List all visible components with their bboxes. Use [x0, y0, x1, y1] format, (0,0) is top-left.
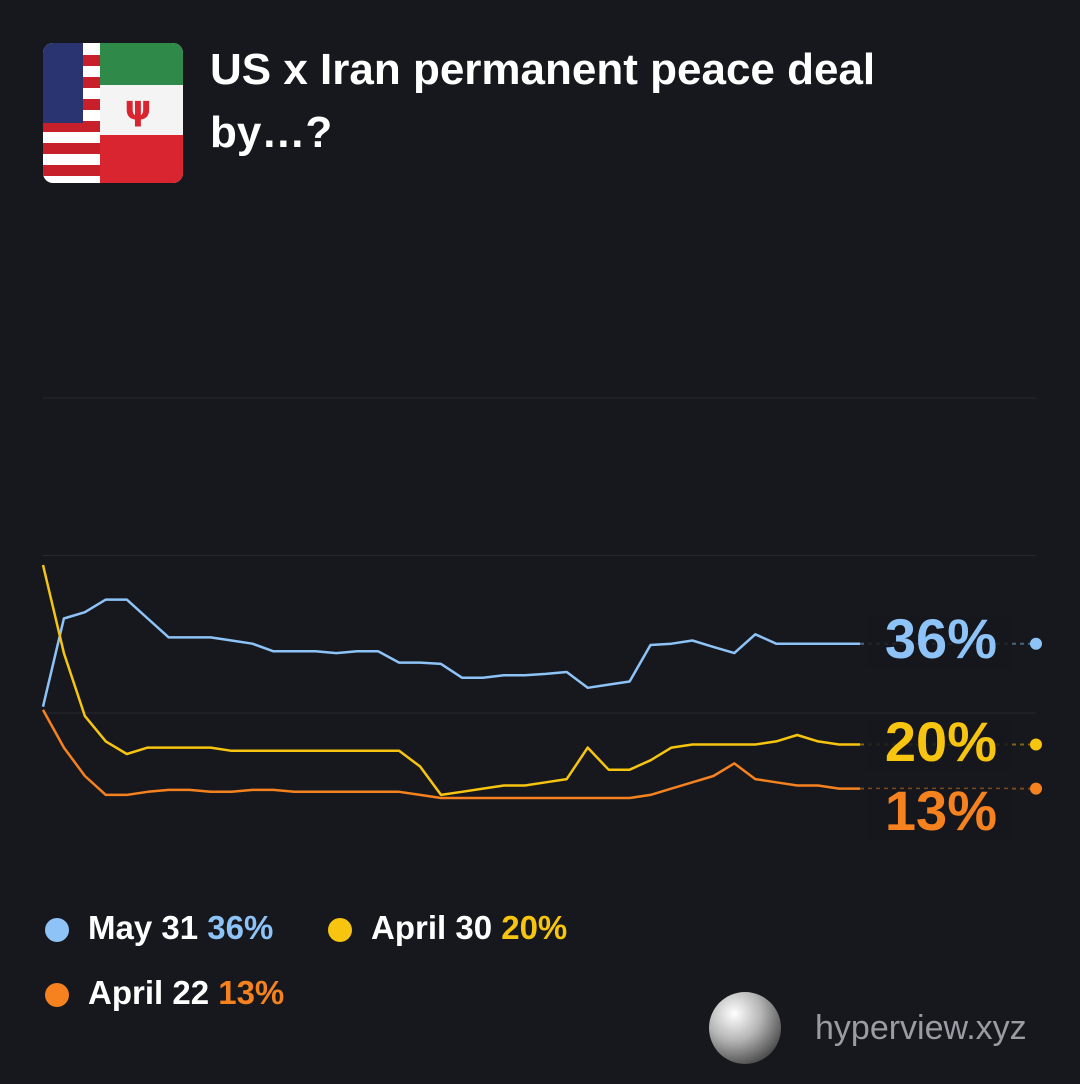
logo [709, 992, 781, 1064]
svg-text:ψ: ψ [125, 89, 152, 129]
title-line: US x Iran permanent peace deal [210, 45, 875, 94]
end-label: 20% [885, 710, 997, 773]
legend-name: April 22 [88, 974, 209, 1011]
end-label-bg [866, 789, 1012, 841]
end-dot [1030, 738, 1042, 751]
end-dot [1030, 782, 1042, 795]
chart-title: US x Iran permanent peace deal by…? [210, 45, 875, 157]
legend-value: 13% [218, 974, 284, 1011]
title-line: by…? [210, 108, 332, 157]
legend-marker [45, 918, 69, 942]
legend-name: April 30 [371, 909, 492, 946]
flag-icon: ψ [43, 43, 183, 183]
series-line [41, 564, 860, 797]
series-line [41, 598, 860, 707]
legend-entry: May 31 36% [88, 909, 273, 946]
legend-value: 36% [207, 909, 273, 946]
end-label-bg [866, 720, 1012, 772]
end-label: 13% [885, 779, 997, 842]
legend-marker [328, 918, 352, 942]
legend-entry: April 22 13% [88, 974, 284, 1011]
end-label-bg [866, 617, 1012, 669]
legend-value: 20% [501, 909, 567, 946]
legend-entry: April 30 20% [371, 909, 567, 946]
end-label: 36% [885, 607, 997, 670]
end-dot [1030, 637, 1042, 650]
watermark: hyperview.xyz [815, 1009, 1027, 1047]
series-line [41, 709, 860, 800]
legend-name: May 31 [88, 909, 198, 946]
legend-marker [45, 983, 69, 1007]
